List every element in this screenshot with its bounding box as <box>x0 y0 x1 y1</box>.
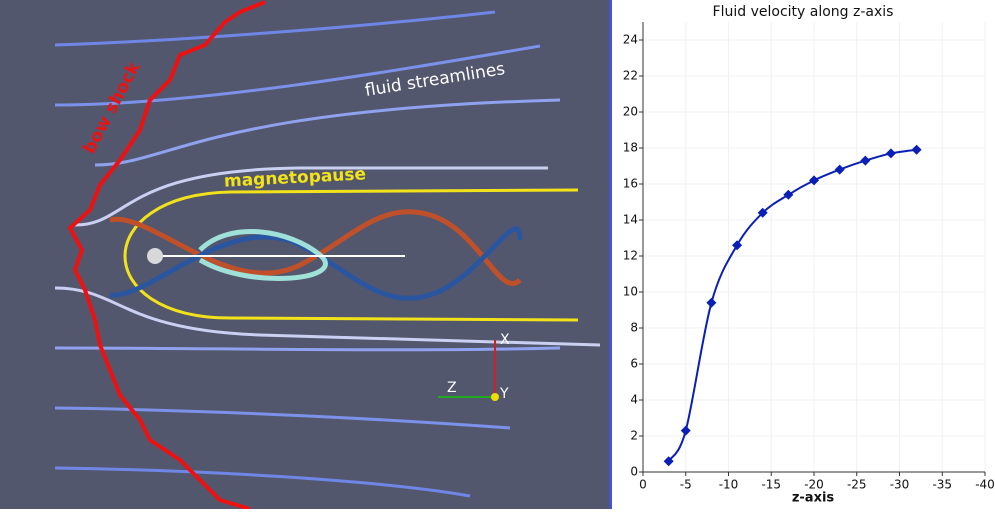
axis-label: Y <box>499 386 509 402</box>
axis-label: Z <box>447 380 457 396</box>
x-tick-label: -10 <box>719 478 739 492</box>
orientation-axis <box>491 393 499 401</box>
x-tick-label: 0 <box>639 478 647 492</box>
chart-title: Fluid velocity along z-axis <box>713 4 894 20</box>
y-tick-label: 22 <box>623 69 638 83</box>
y-tick-label: 6 <box>630 357 638 371</box>
render-view <box>0 0 609 509</box>
axis-label: X <box>500 332 510 348</box>
y-tick-label: 14 <box>623 213 638 227</box>
x-tick-label: -15 <box>761 478 781 492</box>
y-tick-label: 10 <box>623 285 638 299</box>
x-tick-label: -30 <box>890 478 910 492</box>
y-tick-label: 20 <box>623 105 638 119</box>
y-tick-label: 24 <box>623 33 638 47</box>
x-tick-label: -40 <box>975 478 995 492</box>
y-tick-label: 4 <box>630 393 638 407</box>
x-tick-label: -35 <box>932 478 952 492</box>
x-tick-label: -20 <box>804 478 824 492</box>
planet <box>147 248 163 264</box>
screen: bow shock fluid streamlines magnetopause… <box>0 0 995 509</box>
x-tick-label: -5 <box>680 478 692 492</box>
x-axis-label: z-axis <box>792 491 835 506</box>
y-tick-label: 2 <box>630 429 638 443</box>
divider <box>609 0 612 509</box>
y-tick-label: 0 <box>630 465 638 479</box>
y-tick-label: 16 <box>623 177 638 191</box>
x-tick-label: -25 <box>847 478 867 492</box>
y-tick-label: 8 <box>630 321 638 335</box>
page: bow shock fluid streamlines magnetopause… <box>0 0 995 509</box>
streamline <box>55 348 560 350</box>
y-tick-label: 12 <box>623 249 638 263</box>
y-tick-label: 18 <box>623 141 638 155</box>
